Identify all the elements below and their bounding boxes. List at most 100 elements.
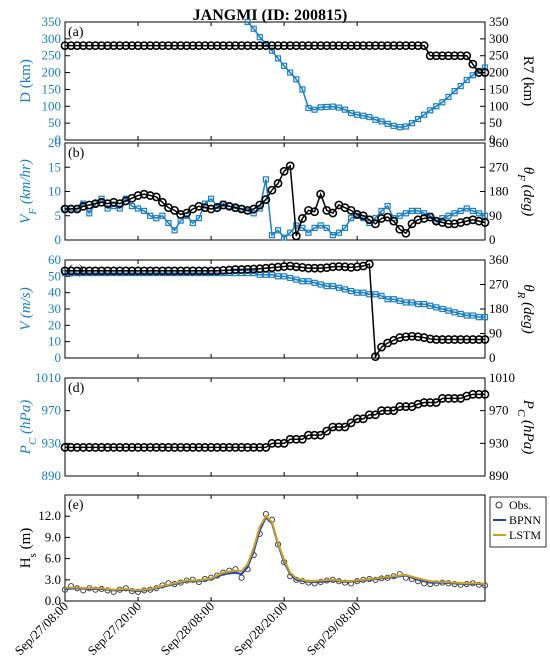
data-point-circle	[297, 262, 307, 272]
data-point-circle	[322, 426, 332, 436]
data-point-circle	[91, 266, 100, 276]
y-tick-label-right: 100	[489, 98, 509, 113]
data-point-square	[268, 271, 276, 278]
data-point-square	[165, 219, 172, 227]
data-point-circle	[340, 262, 350, 272]
data-point-obs	[238, 574, 245, 581]
y-tick-label-left: 12.0	[38, 508, 61, 523]
data-point-circle	[285, 41, 295, 50]
y-axis-label-right: R7 (km)	[520, 56, 536, 106]
data-point-circle	[328, 422, 338, 432]
data-point-square	[421, 111, 428, 118]
data-point-circle	[200, 443, 210, 452]
data-point-circle	[346, 41, 356, 50]
data-point-square	[244, 269, 251, 277]
data-point-square	[469, 72, 476, 79]
data-point-circle	[328, 262, 338, 272]
y-tick-label-right: 200	[489, 65, 509, 80]
data-point-circle	[480, 335, 490, 344]
series-line-LSTM	[65, 514, 486, 592]
data-point-circle	[91, 199, 100, 209]
y-tick-label-right: 0	[489, 132, 496, 147]
y-tick-label-right: 90	[489, 326, 502, 341]
data-point-circle	[304, 263, 313, 273]
data-point-circle	[84, 443, 94, 452]
y-axis-label-left: D (km)	[18, 59, 34, 103]
data-point-square	[360, 112, 367, 119]
data-point-circle	[78, 41, 88, 50]
x-tick-label: Sep/28/08:00	[158, 599, 218, 659]
data-point-square	[360, 289, 367, 296]
data-point-square	[159, 212, 166, 219]
data-point-circle	[60, 204, 70, 214]
data-point-circle	[157, 443, 167, 452]
y-tick-label-left: 50	[48, 115, 61, 130]
data-point-circle	[377, 342, 386, 352]
series-line-D (km)	[247, 21, 486, 128]
data-point-circle	[291, 434, 301, 444]
data-point-circle	[279, 166, 289, 176]
data-point-circle	[310, 263, 319, 273]
data-point-square	[250, 25, 257, 32]
data-point-circle	[395, 333, 405, 342]
data-point-circle	[364, 410, 374, 420]
data-point-square	[414, 115, 422, 123]
data-point-square	[341, 106, 349, 113]
data-point-circle	[194, 41, 204, 50]
data-point-square	[256, 34, 263, 41]
data-point-circle	[462, 335, 472, 344]
data-point-circle	[413, 41, 423, 50]
data-point-circle	[425, 398, 435, 407]
data-point-circle	[194, 266, 204, 276]
data-point-square	[335, 284, 343, 291]
data-point-square	[335, 104, 343, 111]
y-tick-label-left: 0	[55, 132, 62, 147]
legend-box	[489, 496, 547, 548]
data-point-square	[244, 18, 251, 26]
y-tick-label-left: 890	[42, 468, 62, 483]
data-point-circle	[164, 41, 173, 50]
data-point-square	[293, 276, 300, 283]
data-point-square	[366, 113, 373, 121]
data-point-circle	[334, 41, 344, 50]
y-tick-label-left: 6.0	[45, 551, 61, 566]
data-point-circle	[431, 398, 441, 407]
data-point-square	[475, 210, 483, 217]
data-point-circle	[145, 266, 155, 276]
data-point-square	[347, 109, 355, 117]
y-tick-label-right: 270	[489, 277, 509, 292]
data-point-circle	[151, 266, 161, 276]
data-point-circle	[273, 438, 283, 448]
data-point-circle	[60, 443, 70, 452]
data-point-square	[402, 299, 409, 306]
data-point-circle	[200, 203, 210, 213]
data-point-circle	[419, 398, 429, 407]
data-point-square	[335, 229, 343, 236]
data-point-circle	[297, 434, 307, 444]
data-point-square	[262, 176, 269, 183]
data-point-square	[396, 297, 403, 304]
data-point-square	[463, 205, 470, 212]
data-point-circle	[206, 443, 216, 452]
data-point-square	[347, 287, 355, 295]
data-point-square	[274, 273, 282, 280]
data-point-circle	[224, 41, 234, 50]
data-point-circle	[78, 201, 88, 211]
data-point-square	[402, 123, 409, 130]
legend-entry: Obs.	[509, 498, 531, 512]
data-point-circle	[243, 205, 253, 215]
data-point-square	[329, 103, 336, 110]
data-point-circle	[407, 41, 417, 50]
data-point-square	[311, 106, 318, 113]
data-point-circle	[66, 443, 76, 452]
data-point-square	[299, 278, 306, 285]
y-tick-label-left: 300	[42, 31, 62, 46]
data-point-square	[305, 104, 312, 112]
data-point-square	[475, 314, 483, 321]
data-point-circle	[218, 41, 228, 50]
data-point-circle	[60, 41, 70, 50]
data-point-circle	[151, 41, 161, 50]
data-point-square	[274, 55, 282, 62]
data-point-circle	[78, 443, 88, 452]
data-point-circle	[237, 204, 246, 214]
